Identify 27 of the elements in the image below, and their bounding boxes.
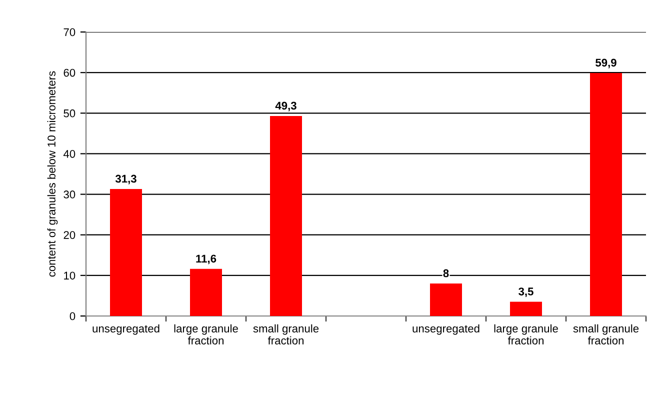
bar: [510, 302, 542, 316]
y-tick-label: 70: [64, 28, 76, 36]
x-tick-label: unsegregated: [412, 324, 480, 335]
y-tick-label: 40: [63, 150, 76, 158]
x-tick-label: unsegregated: [92, 324, 160, 335]
data-label: 49,3: [275, 102, 296, 112]
data-label: 3,5: [518, 288, 534, 298]
data-label: 31,3: [115, 174, 136, 184]
y-axis-title: content of granules below 10 micrometers: [47, 71, 58, 277]
x-tick-label: large granule fraction: [494, 324, 558, 344]
bar: [590, 72, 622, 316]
y-tick-label: 20: [64, 231, 76, 239]
y-tick-label: 50: [64, 109, 76, 118]
y-tick-label: 30: [64, 190, 76, 198]
x-tick-label: large granule fraction: [174, 324, 238, 344]
x-tick-label: small granule fraction: [573, 324, 639, 344]
bar: [190, 268, 222, 316]
bar: [110, 189, 142, 316]
y-tick-label: 10: [64, 272, 76, 280]
y-tick-label: 0: [70, 312, 76, 320]
y-tick-label: 60: [64, 68, 76, 77]
bar: [430, 284, 462, 316]
data-label: 8: [443, 269, 449, 278]
x-tick-label: small granule fraction: [253, 324, 319, 344]
data-label: 59,9: [596, 58, 616, 68]
bar: [270, 116, 302, 316]
data-label: 11,6: [196, 254, 216, 264]
